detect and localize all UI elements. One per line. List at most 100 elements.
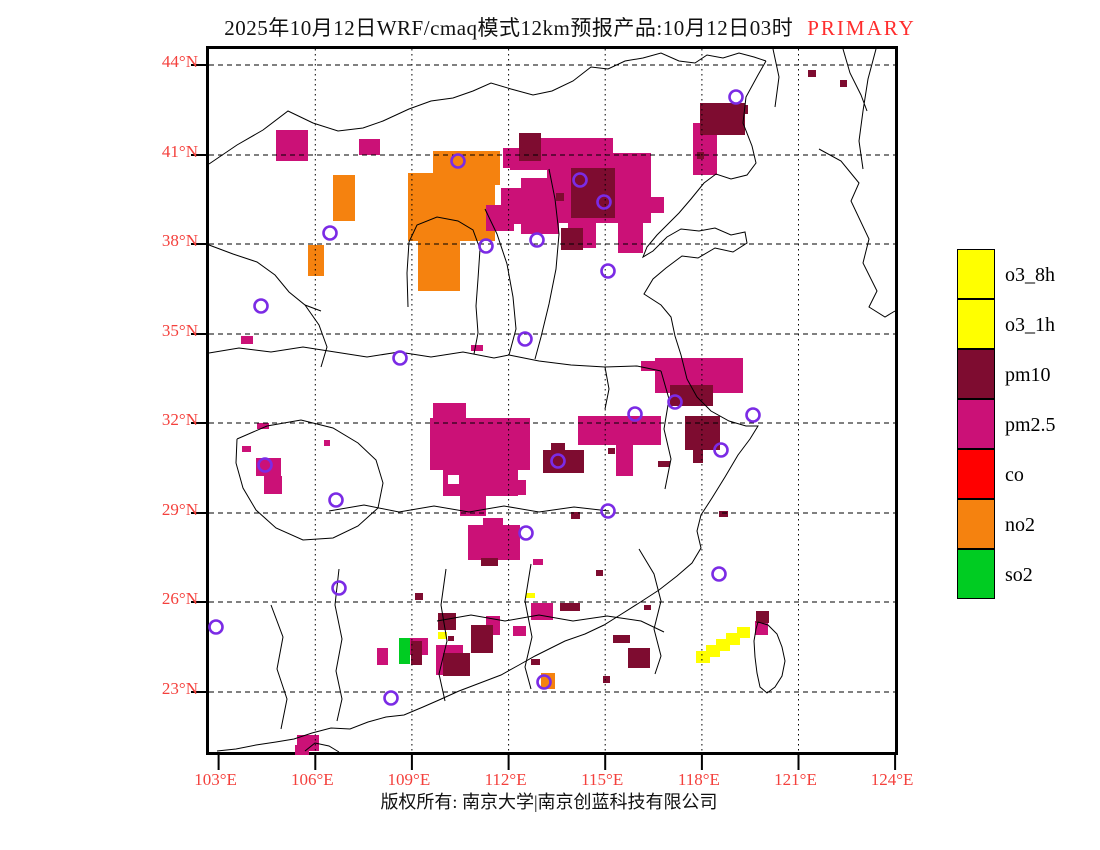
legend-label: so2: [1005, 564, 1033, 586]
lon-axis-label: 118°E: [677, 770, 720, 789]
pollutant-cell-pm10: [561, 228, 583, 250]
latlon-grid-layer: [209, 49, 895, 752]
pollutant-cell-pm2.5: [641, 361, 660, 371]
pollutant-cell-o3: [526, 593, 535, 598]
lat-axis-label: 32°N: [161, 410, 198, 429]
city-marker-icon: [331, 580, 347, 596]
legend-swatch-no2: [957, 499, 995, 549]
boundaries-layer: [208, 48, 896, 753]
pollutant-cell-pm10: [448, 636, 454, 641]
pollutant-cell-pm10: [551, 443, 565, 450]
hainan-coast: [304, 742, 340, 753]
pollutant-cell-pm10: [481, 558, 498, 566]
title-text: 2025年10月12日WRF/cmaq模式12km预报产品:10月12日03时: [224, 16, 794, 40]
pollutant-cell-pm10: [685, 416, 720, 450]
pollutant-cell-so2: [399, 638, 410, 664]
pollutant-cell-pm2.5: [533, 559, 543, 565]
lon-axis-label: 121°E: [774, 770, 817, 789]
province-borders-henan: [508, 354, 672, 490]
pollutant-cell-pm10: [471, 625, 493, 653]
clear-cell: [448, 475, 459, 484]
city-marker-icon: [572, 172, 588, 188]
pollutant-cell-pm2.5: [242, 446, 251, 452]
pollutant-cell-no2: [333, 175, 355, 221]
legend-swatch-co: [957, 449, 995, 499]
legend-swatch-o3_8h: [957, 249, 995, 299]
province-borders-yangtze-south: [328, 504, 610, 513]
page-title: 2025年10月12日WRF/cmaq模式12km预报产品:10月12日03时 P…: [0, 12, 1100, 42]
legend-swatch-o3_1h: [957, 299, 995, 349]
pollutant-cell-pm2.5: [513, 626, 526, 636]
city-marker-icon: [383, 690, 399, 706]
pollutant-cell-pm2.5: [468, 525, 520, 560]
city-markers-layer: [208, 89, 761, 706]
pollutant-cell-pm10: [415, 593, 423, 600]
province-borders-south-verticals: [438, 563, 533, 702]
copyright-text: 版权所有: 南京大学|南京创蓝科技有限公司: [380, 792, 718, 812]
legend-label: o3_1h: [1005, 314, 1055, 336]
pollutant-cell-no2: [308, 245, 324, 276]
pollutant-cell-pm2.5: [241, 336, 253, 344]
legend-swatch-pm10: [957, 349, 995, 399]
legend-label: no2: [1005, 514, 1035, 536]
city-marker-icon: [328, 492, 344, 508]
pollutant-cell-no2: [418, 241, 460, 291]
pollutant-cell-pm2.5: [616, 445, 633, 476]
pollutant-cell-pm10: [756, 611, 769, 623]
pollutant-cell-pm2.5: [324, 440, 330, 446]
city-marker-icon: [600, 263, 616, 279]
province-borders-southwest: [270, 568, 343, 730]
axis-ticks-layer: [191, 64, 897, 770]
coastline: [216, 60, 767, 752]
pollutant-cell-pm2.5: [359, 139, 380, 155]
lat-axis-label: 38°N: [161, 231, 198, 250]
pollutant-cell-pm2.5: [498, 480, 526, 495]
pollutant-cell-pm10: [658, 461, 670, 467]
pollutant-cell-o3: [438, 632, 447, 639]
lon-axis-label: 106°E: [290, 770, 334, 789]
primary-pollutant-badge: PRIMARY: [807, 16, 916, 40]
province-borders-shanxi: [484, 168, 560, 360]
city-marker-icon: [517, 331, 533, 347]
pollutant-cell-pm10: [571, 512, 580, 519]
city-marker-icon: [529, 232, 545, 248]
pollutant-cell-pm10: [808, 70, 816, 77]
legend-label: o3_8h: [1005, 264, 1055, 286]
pollutant-cell-pm2.5: [433, 403, 466, 419]
pollutant-cell-no2: [408, 173, 495, 241]
city-marker-icon: [667, 394, 683, 410]
lat-axis-label: 44°N: [161, 52, 198, 71]
pollutant-cell-pm10: [697, 152, 704, 159]
province-borders-gansu: [208, 244, 328, 368]
pollutant-cell-pm10: [560, 603, 580, 611]
city-marker-icon: [600, 503, 616, 519]
pollutant-cell-pm2.5: [460, 496, 486, 516]
city-marker-icon: [208, 619, 224, 635]
province-borders-nanling: [436, 614, 665, 633]
city-marker-icon: [518, 525, 534, 541]
pollutant-cell-pm2.5: [618, 219, 643, 253]
lon-axis-label: 115°E: [581, 770, 624, 789]
pollutant-cell-pm2.5: [430, 418, 530, 470]
map-frame: [191, 46, 898, 770]
city-marker-icon: [728, 89, 744, 105]
lon-axis-label: 103°E: [194, 770, 237, 789]
lon-axis-label: 109°E: [387, 770, 431, 789]
province-borders-qinling: [208, 346, 510, 359]
pollutant-cell-pm10: [743, 105, 748, 114]
pollutant-cell-pm10: [628, 648, 650, 668]
pollutant-cell-pm2.5: [257, 423, 269, 429]
pollutant-cell-o3: [737, 627, 750, 638]
legend-label: pm2.5: [1005, 414, 1056, 436]
taiwan-island-outline: [753, 621, 786, 694]
pollutant-cell-pm10: [556, 193, 564, 201]
city-marker-icon: [257, 457, 273, 473]
province-borders-fujian: [638, 548, 662, 675]
city-marker-icon: [713, 442, 729, 458]
pollutant-cell-pm10: [613, 635, 630, 643]
pollutant-cell-pm2.5: [483, 518, 503, 528]
pollutant-cell-pm2.5: [648, 197, 664, 213]
pollutant-cell-pm2.5: [578, 416, 661, 445]
pollutant-cell-pm10: [840, 80, 847, 87]
city-marker-icon: [711, 566, 727, 582]
